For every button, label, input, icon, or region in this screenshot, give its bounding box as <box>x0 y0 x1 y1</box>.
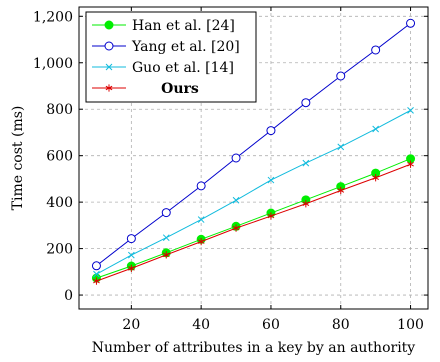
data-point <box>407 107 414 114</box>
legend-entry: Ours <box>92 81 199 97</box>
data-point <box>406 18 416 28</box>
data-point <box>127 264 135 272</box>
data-point <box>231 153 241 163</box>
x-tick-label: 20 <box>122 317 140 333</box>
series-line <box>96 22 411 267</box>
data-point <box>267 176 275 184</box>
data-point <box>407 160 414 168</box>
data-point <box>162 234 170 242</box>
legend-entry: Han et al. [24] <box>92 18 235 34</box>
series-0 <box>91 154 416 283</box>
legend-box <box>85 11 257 103</box>
legend-label: Han et al. [24] <box>132 18 235 34</box>
y-tick-label: 800 <box>46 102 73 118</box>
data-point <box>372 125 380 133</box>
x-tick-label: 40 <box>192 317 210 333</box>
data-point <box>232 196 240 204</box>
data-point <box>232 224 240 232</box>
x-tick-label: 80 <box>332 317 350 333</box>
x-axis-label: Number of attributes in a key by an auth… <box>92 340 416 356</box>
data-point <box>371 45 381 55</box>
data-point <box>337 186 345 195</box>
data-point <box>267 212 275 220</box>
y-tick-label: 0 <box>64 288 73 304</box>
data-point <box>336 71 346 81</box>
legend-marker <box>104 20 114 30</box>
series-line <box>96 158 411 279</box>
y-tick-label: 400 <box>46 195 73 211</box>
legend-label: Guo et al. [14] <box>132 60 234 76</box>
series-2 <box>93 107 414 278</box>
plot-frame <box>78 6 429 310</box>
data-point <box>337 143 345 151</box>
legend-label: Yang et al. [20] <box>131 39 240 55</box>
y-axis-label: Time cost (ms) <box>10 106 26 211</box>
series-line <box>96 109 411 275</box>
data-point <box>302 159 310 167</box>
data-point <box>93 277 100 285</box>
data-point <box>161 208 171 218</box>
data-point <box>93 270 100 278</box>
series-line <box>96 163 411 282</box>
data-point <box>301 98 311 108</box>
legend-marker <box>105 63 113 71</box>
legend-entry: Guo et al. [14] <box>92 60 234 76</box>
data-point <box>197 216 205 223</box>
data-point <box>162 251 170 259</box>
data-point <box>196 181 206 191</box>
legend-entry: Yang et al. [20] <box>92 39 240 55</box>
x-tick-label: 60 <box>262 317 280 333</box>
data-point <box>197 238 205 246</box>
series-3 <box>93 160 414 285</box>
y-tick-label: 200 <box>46 242 73 258</box>
series-1 <box>91 18 416 271</box>
axis-ticks: 20 40 60 80 100 0 200 400 600 800 1,000 1,200 <box>33 7 428 333</box>
data-point <box>302 200 310 208</box>
x-tick-label: 100 <box>397 317 424 333</box>
data-point <box>126 234 136 244</box>
data-point <box>372 174 380 182</box>
legend-label: Ours <box>161 81 199 97</box>
y-tick-label: 1,000 <box>33 56 73 72</box>
data-point <box>266 126 276 136</box>
legend: Han et al. [24] Yang et al. [20] Guo et al… <box>85 11 257 103</box>
data-point <box>127 251 135 259</box>
y-tick-label: 600 <box>46 149 73 165</box>
legend-marker <box>105 84 113 92</box>
data-point <box>91 261 101 271</box>
series-layer <box>91 18 416 285</box>
y-tick-label: 1,200 <box>33 9 73 25</box>
legend-marker <box>104 41 114 51</box>
